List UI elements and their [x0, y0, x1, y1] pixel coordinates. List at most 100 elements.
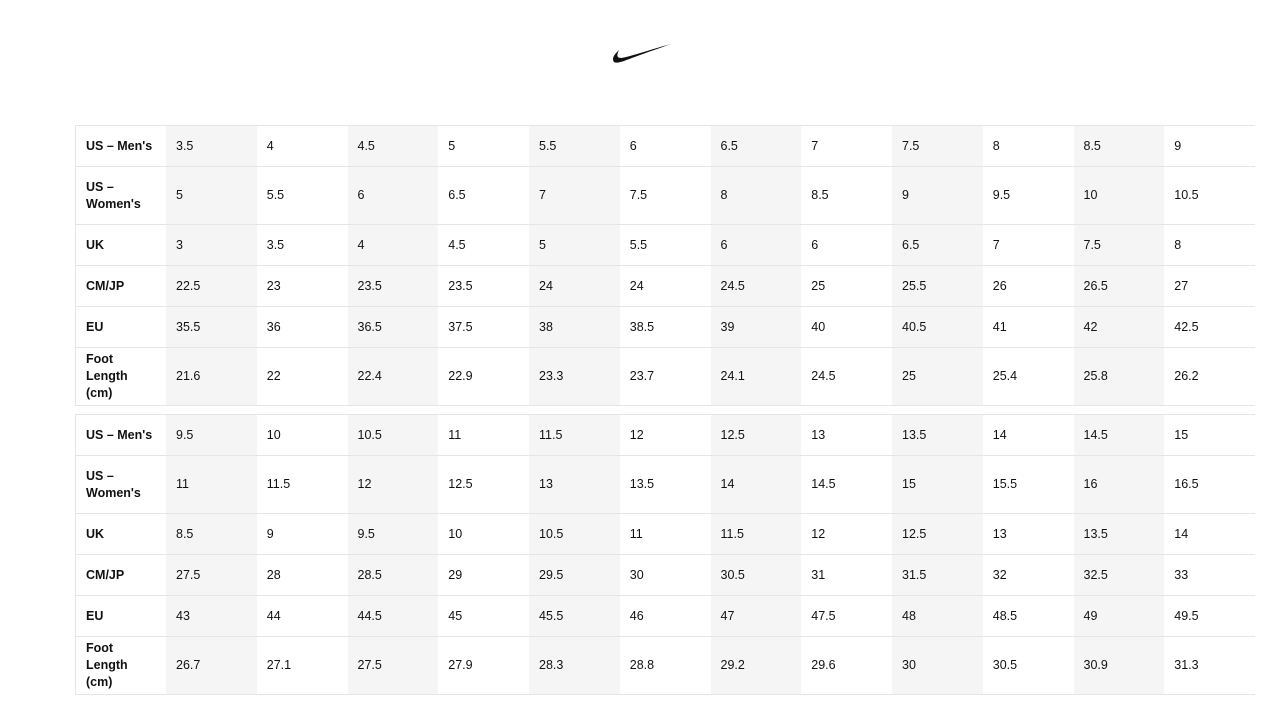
size-cell: 22.9: [438, 347, 529, 406]
size-cell: 27.1: [256, 636, 348, 695]
size-cell: 22.4: [347, 347, 439, 406]
size-cell: 5: [529, 224, 620, 266]
size-cell: 8: [710, 166, 802, 225]
size-cell: 10.5: [347, 414, 439, 456]
size-cell: 24.5: [801, 347, 892, 406]
size-row: US – Women's 5 5.5 6 6.5 7 7.5 8 8.5 9 9.5 10 10.5: [75, 166, 1255, 225]
size-cell: 23.5: [438, 265, 529, 307]
size-cell: 29.5: [529, 554, 620, 596]
size-cell: 4: [256, 125, 348, 167]
size-cell: 31: [801, 554, 892, 596]
size-cell: 14: [1164, 513, 1255, 555]
size-row: US – Women's 11 11.5 12 12.5 13 13.5 14 14.5 15 15…: [75, 455, 1255, 514]
size-cell: 13.5: [1073, 513, 1165, 555]
size-cell: 30.9: [1073, 636, 1165, 695]
size-cell: 39: [710, 306, 802, 348]
size-cell: 41: [982, 306, 1074, 348]
size-cell: 32: [982, 554, 1074, 596]
size-cell: 8.5: [166, 513, 257, 555]
size-row: UK 3 3.5 4 4.5 5 5.5 6 6 6.5 7 7.5 8: [75, 224, 1255, 266]
size-cell: 22: [256, 347, 348, 406]
size-cell: 22.5: [166, 265, 257, 307]
size-cell: 36: [256, 306, 348, 348]
size-cell: 30.5: [710, 554, 802, 596]
size-cell: 7.5: [892, 125, 983, 167]
size-row: EU 43 44 44.5 45 45.5 46 47 47.5 48 48.5 49 49.5: [75, 595, 1255, 637]
size-cell: 11.5: [529, 414, 620, 456]
size-cell: 14.5: [801, 455, 892, 514]
size-cell: 10.5: [529, 513, 620, 555]
size-cell: 13: [801, 414, 892, 456]
size-cell: 48.5: [982, 595, 1074, 637]
size-cell: 14: [710, 455, 802, 514]
size-cell: 9.5: [347, 513, 439, 555]
size-cell: 11.5: [256, 455, 348, 514]
size-cell: 8: [1164, 224, 1255, 266]
size-cell: 10: [256, 414, 348, 456]
size-cell: 25.8: [1073, 347, 1165, 406]
size-cell: 44.5: [347, 595, 439, 637]
size-cell: 13.5: [619, 455, 711, 514]
size-cell: 13: [529, 455, 620, 514]
size-cell: 6: [619, 125, 711, 167]
size-cell: 26.7: [166, 636, 257, 695]
size-cell: 6: [801, 224, 892, 266]
size-cell: 11: [438, 414, 529, 456]
size-cell: 6: [710, 224, 802, 266]
size-cell: 27.5: [347, 636, 439, 695]
size-cell: 6: [347, 166, 439, 225]
size-cell: 10: [438, 513, 529, 555]
size-cell: 45.5: [529, 595, 620, 637]
size-cell: 26.2: [1164, 347, 1255, 406]
size-cell: 9.5: [982, 166, 1074, 225]
size-cell: 9: [256, 513, 348, 555]
size-cell: 15.5: [982, 455, 1074, 514]
size-cell: 5.5: [619, 224, 711, 266]
size-cell: 4: [347, 224, 439, 266]
size-table: US – Men's 3.5 4 4.5 5 5.5 6 6.5 7 7.5 8 8.5 9 US – W…: [75, 125, 1255, 406]
size-cell: 30.5: [982, 636, 1074, 695]
size-cell: 9: [1164, 125, 1255, 167]
size-cell: 27: [1164, 265, 1255, 307]
size-cell: 10.5: [1164, 166, 1255, 225]
row-label: US – Men's: [75, 125, 166, 167]
size-cell: 7: [529, 166, 620, 225]
size-cell: 23.3: [529, 347, 620, 406]
size-cell: 11: [166, 455, 257, 514]
size-cell: 24: [619, 265, 711, 307]
row-label: Foot Length (cm): [75, 347, 166, 406]
row-label: Foot Length (cm): [75, 636, 166, 695]
row-label: US – Women's: [75, 166, 166, 225]
size-cell: 11.5: [710, 513, 802, 555]
size-cell: 27.9: [438, 636, 529, 695]
size-cell: 26.5: [1073, 265, 1165, 307]
size-cell: 32.5: [1073, 554, 1165, 596]
size-row: US – Men's 9.5 10 10.5 11 11.5 12 12.5 13 13.5 14 1…: [75, 414, 1255, 456]
size-cell: 8: [982, 125, 1074, 167]
size-cell: 31.3: [1164, 636, 1255, 695]
row-label: US – Women's: [75, 455, 166, 514]
size-cell: 47: [710, 595, 802, 637]
size-cell: 40: [801, 306, 892, 348]
size-cell: 9: [892, 166, 983, 225]
size-cell: 15: [1164, 414, 1255, 456]
size-cell: 12: [619, 414, 711, 456]
row-label: US – Men's: [75, 414, 166, 456]
size-cell: 13.5: [892, 414, 983, 456]
size-cell: 8.5: [801, 166, 892, 225]
size-cell: 49.5: [1164, 595, 1255, 637]
size-cell: 48: [892, 595, 983, 637]
size-cell: 27.5: [166, 554, 257, 596]
size-cell: 4.5: [438, 224, 529, 266]
size-cell: 12.5: [892, 513, 983, 555]
size-cell: 3: [166, 224, 257, 266]
size-cell: 44: [256, 595, 348, 637]
size-cell: 23: [256, 265, 348, 307]
size-cell: 23.7: [619, 347, 711, 406]
size-cell: 16.5: [1164, 455, 1255, 514]
row-label: UK: [75, 224, 166, 266]
size-cell: 6.5: [892, 224, 983, 266]
size-cell: 46: [619, 595, 711, 637]
size-cell: 5.5: [256, 166, 348, 225]
